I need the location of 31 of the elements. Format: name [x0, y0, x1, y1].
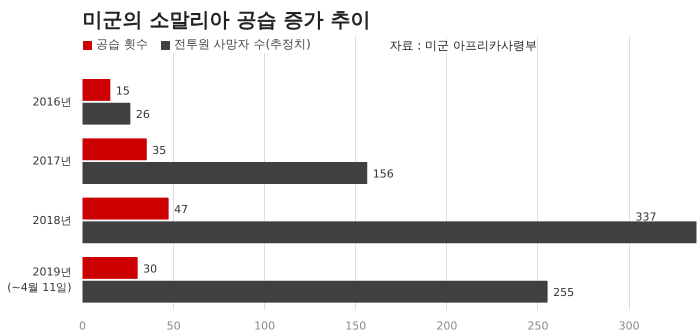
- bar: [82, 162, 368, 184]
- y-tick-label: 2019년 (~4월 11일): [7, 266, 72, 294]
- x-tick-label: 0: [79, 320, 86, 332]
- bar: [82, 257, 138, 279]
- legend-label: 공습 횟수: [96, 36, 148, 53]
- data-label: 47: [174, 203, 188, 216]
- bar: [82, 221, 696, 244]
- y-tick-label: 2018년: [32, 214, 72, 227]
- x-tick-label: 100: [254, 320, 276, 332]
- y-tick-label: 2017년: [32, 154, 72, 168]
- data-label: 30: [143, 262, 158, 276]
- x-tick-label: 300: [618, 320, 640, 332]
- bar: [82, 102, 130, 125]
- data-label: 337: [636, 210, 657, 224]
- legend-label: 전투원 사망자 수(추정치): [174, 36, 311, 53]
- data-label: 35: [152, 144, 166, 157]
- data-label: 255: [553, 286, 574, 300]
- x-tick-label: 250: [527, 320, 548, 332]
- bar: [82, 280, 548, 303]
- y-tick-label: 2016년: [32, 95, 72, 108]
- x-tick-label: 150: [345, 320, 366, 332]
- data-label: 156: [372, 168, 394, 180]
- bar: [82, 78, 110, 101]
- data-label: 15: [116, 84, 130, 98]
- chart-title: 미군의 소말리아 공습 증가 추이: [82, 8, 370, 32]
- bar: [82, 198, 169, 220]
- x-tick-label: 200: [436, 320, 458, 332]
- data-label: 26: [136, 108, 150, 122]
- x-tick-label: 50: [166, 320, 181, 332]
- annotation: 자료 : 미군 아프리카사령부: [389, 38, 537, 52]
- bar: [82, 138, 147, 160]
